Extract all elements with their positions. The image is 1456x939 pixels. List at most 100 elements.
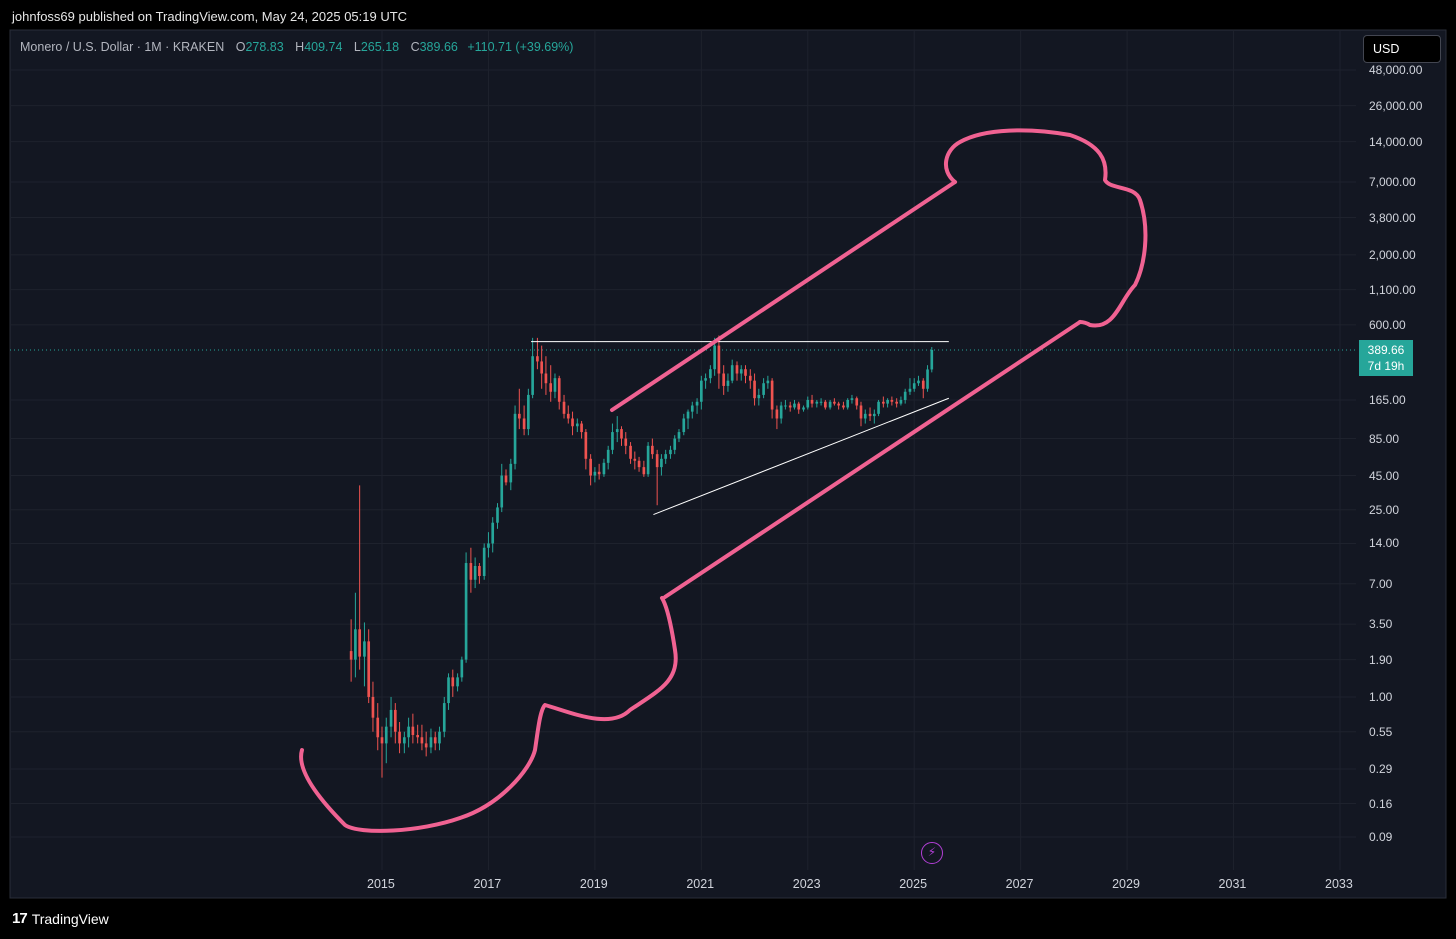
open-label: O	[235, 40, 246, 54]
price-tick-label: 165.00	[1369, 392, 1406, 407]
candle-body	[784, 405, 787, 407]
lightning-icon[interactable]: ⚡	[921, 842, 943, 864]
price-tick-label: 14,000.00	[1369, 134, 1423, 149]
price-tick-label: 0.55	[1369, 724, 1393, 739]
candle-body	[393, 709, 397, 732]
candle-body	[846, 399, 850, 408]
low-label: L	[353, 40, 361, 54]
candle-body	[837, 403, 840, 406]
candle-body	[602, 462, 606, 475]
candle-body	[700, 380, 703, 402]
candle-body	[819, 401, 823, 403]
freehand-drawing	[944, 128, 1148, 328]
candle-body	[438, 731, 441, 744]
candle-body	[642, 467, 646, 475]
candle-body	[540, 361, 543, 374]
candle-body	[491, 522, 495, 544]
price-tick-label: 14.00	[1369, 536, 1400, 551]
candle-body	[517, 413, 521, 419]
price-tick-label: 1.00	[1369, 689, 1393, 704]
candle-body	[562, 401, 566, 414]
candle-body	[460, 659, 464, 678]
bar-countdown: 7d 19h	[1367, 359, 1405, 373]
high-label: H	[295, 40, 305, 54]
open-value: 278.83	[245, 40, 284, 54]
candle-body	[669, 449, 672, 455]
candle-body	[566, 413, 570, 419]
price-tick-label: 2,000.00	[1369, 247, 1416, 262]
candle-body	[770, 380, 774, 410]
candle-body	[886, 399, 889, 404]
time-tick-label: 2031	[1218, 877, 1247, 891]
candle-body	[850, 398, 854, 400]
chart-grid	[10, 30, 1356, 870]
candles	[349, 335, 934, 778]
candle-body	[722, 373, 726, 386]
candle-body	[695, 401, 699, 406]
candle-body	[420, 737, 424, 744]
candle-body	[522, 418, 526, 430]
high-value: 409.74	[304, 40, 343, 54]
candle-body	[930, 349, 934, 370]
candle-body	[730, 365, 734, 381]
candle-body	[655, 454, 659, 468]
candle-body	[469, 563, 473, 580]
candle-body	[793, 403, 796, 408]
candle-body	[624, 438, 628, 446]
candle-body	[704, 378, 707, 381]
symbol-legend: Monero / U.S. Dollar · 1M · KRAKEN O278.…	[20, 40, 573, 54]
candle-body	[367, 641, 371, 697]
candle-body	[802, 407, 805, 410]
candle-body	[709, 369, 712, 379]
candle-body	[589, 458, 592, 476]
tradingview-logo-icon: 17	[12, 910, 28, 927]
candle-body	[917, 380, 920, 384]
rising-trendline	[653, 397, 949, 516]
candle-body	[384, 726, 388, 744]
time-tick-label: 2019	[579, 877, 608, 891]
candle-body	[531, 356, 534, 395]
candle-body	[921, 380, 925, 389]
candle-body	[403, 737, 406, 744]
candle-body	[762, 383, 765, 395]
candle-body	[429, 737, 433, 748]
candle-body	[660, 458, 663, 468]
candle-body	[536, 356, 539, 362]
time-tick-label: 2015	[367, 877, 395, 891]
candle-body	[389, 709, 393, 727]
candle-body	[442, 703, 446, 732]
candle-body	[824, 401, 827, 408]
candle-body	[903, 391, 907, 400]
time-tick-label: 2023	[792, 877, 821, 891]
candle-body	[633, 458, 637, 461]
candle-body	[855, 398, 859, 406]
footer-logo[interactable]: 17 TradingView	[12, 910, 109, 927]
candle-body	[872, 413, 876, 417]
candle-body	[735, 365, 739, 374]
candle-body	[788, 405, 792, 408]
candle-body	[487, 543, 490, 548]
candle-body	[611, 432, 614, 450]
candle-body	[464, 563, 468, 660]
candle-body	[593, 471, 597, 476]
currency-button[interactable]: USD	[1363, 35, 1441, 63]
candle-body	[664, 454, 668, 459]
candle-body	[597, 471, 601, 475]
candle-body	[766, 380, 770, 384]
candle-body	[713, 345, 716, 370]
candle-body	[433, 737, 437, 744]
candle-body	[797, 403, 801, 410]
candle-body	[806, 399, 810, 408]
candle-body	[496, 507, 499, 523]
candle-body	[753, 380, 756, 399]
low-value: 265.18	[360, 40, 400, 54]
candle-body	[354, 629, 357, 660]
user-drawings	[299, 128, 1148, 833]
freehand-drawing	[610, 180, 957, 412]
candle-body	[380, 737, 384, 744]
candle-body	[580, 423, 583, 433]
candle-body	[544, 373, 548, 384]
price-tick-label: 600.00	[1369, 317, 1406, 332]
